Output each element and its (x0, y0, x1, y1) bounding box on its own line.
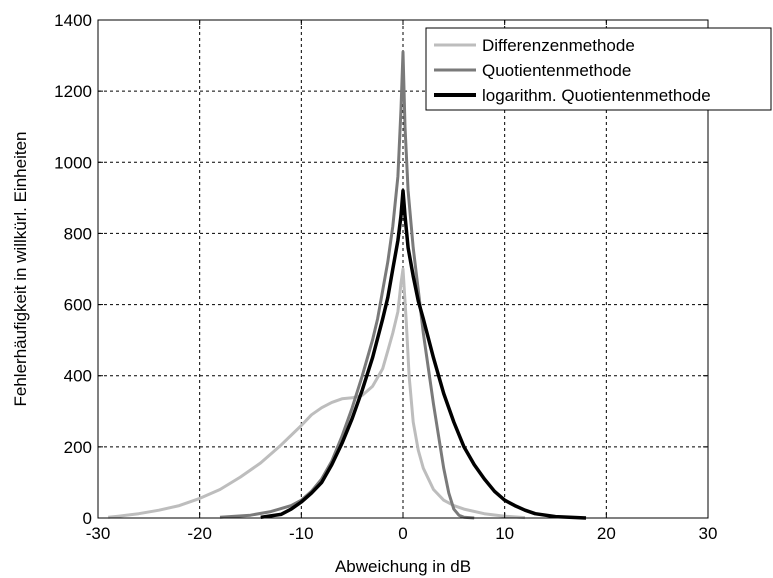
y-tick-label: 1400 (54, 11, 92, 30)
x-tick-label: 30 (699, 524, 718, 543)
legend-label: Differenzenmethode (482, 36, 635, 55)
x-axis-label: Abweichung in dB (335, 557, 471, 576)
y-tick-label: 1000 (54, 153, 92, 172)
x-tick-label: 10 (495, 524, 514, 543)
y-tick-label: 400 (64, 367, 92, 386)
x-tick-label: 20 (597, 524, 616, 543)
y-tick-label: 200 (64, 438, 92, 457)
legend-label: Quotientenmethode (482, 61, 631, 80)
y-tick-label: 1200 (54, 82, 92, 101)
y-tick-label: 0 (83, 509, 92, 528)
x-tick-label: -10 (289, 524, 314, 543)
series-line-3 (260, 188, 587, 520)
series-line-2 (219, 50, 475, 520)
legend-box (425, 27, 772, 111)
x-tick-label: 0 (398, 524, 407, 543)
series-lines (108, 50, 587, 520)
legend: Differenzenmethode Quotientenmethode logar… (425, 27, 772, 111)
y-axis-label: Fehlerhäufigkeit in willkürl. Einheiten (11, 132, 30, 407)
series-line-1 (108, 267, 526, 520)
y-tick-label: 800 (64, 224, 92, 243)
x-tick-label: -20 (187, 524, 212, 543)
axis-ticks: -30 -20 -10 0 10 20 30 0 200 400 600 800 1000 1200 140… (54, 11, 717, 543)
legend-label: logarithm. Quotientenmethode (482, 86, 711, 105)
y-tick-label: 600 (64, 296, 92, 315)
x-tick-label: -30 (86, 524, 111, 543)
